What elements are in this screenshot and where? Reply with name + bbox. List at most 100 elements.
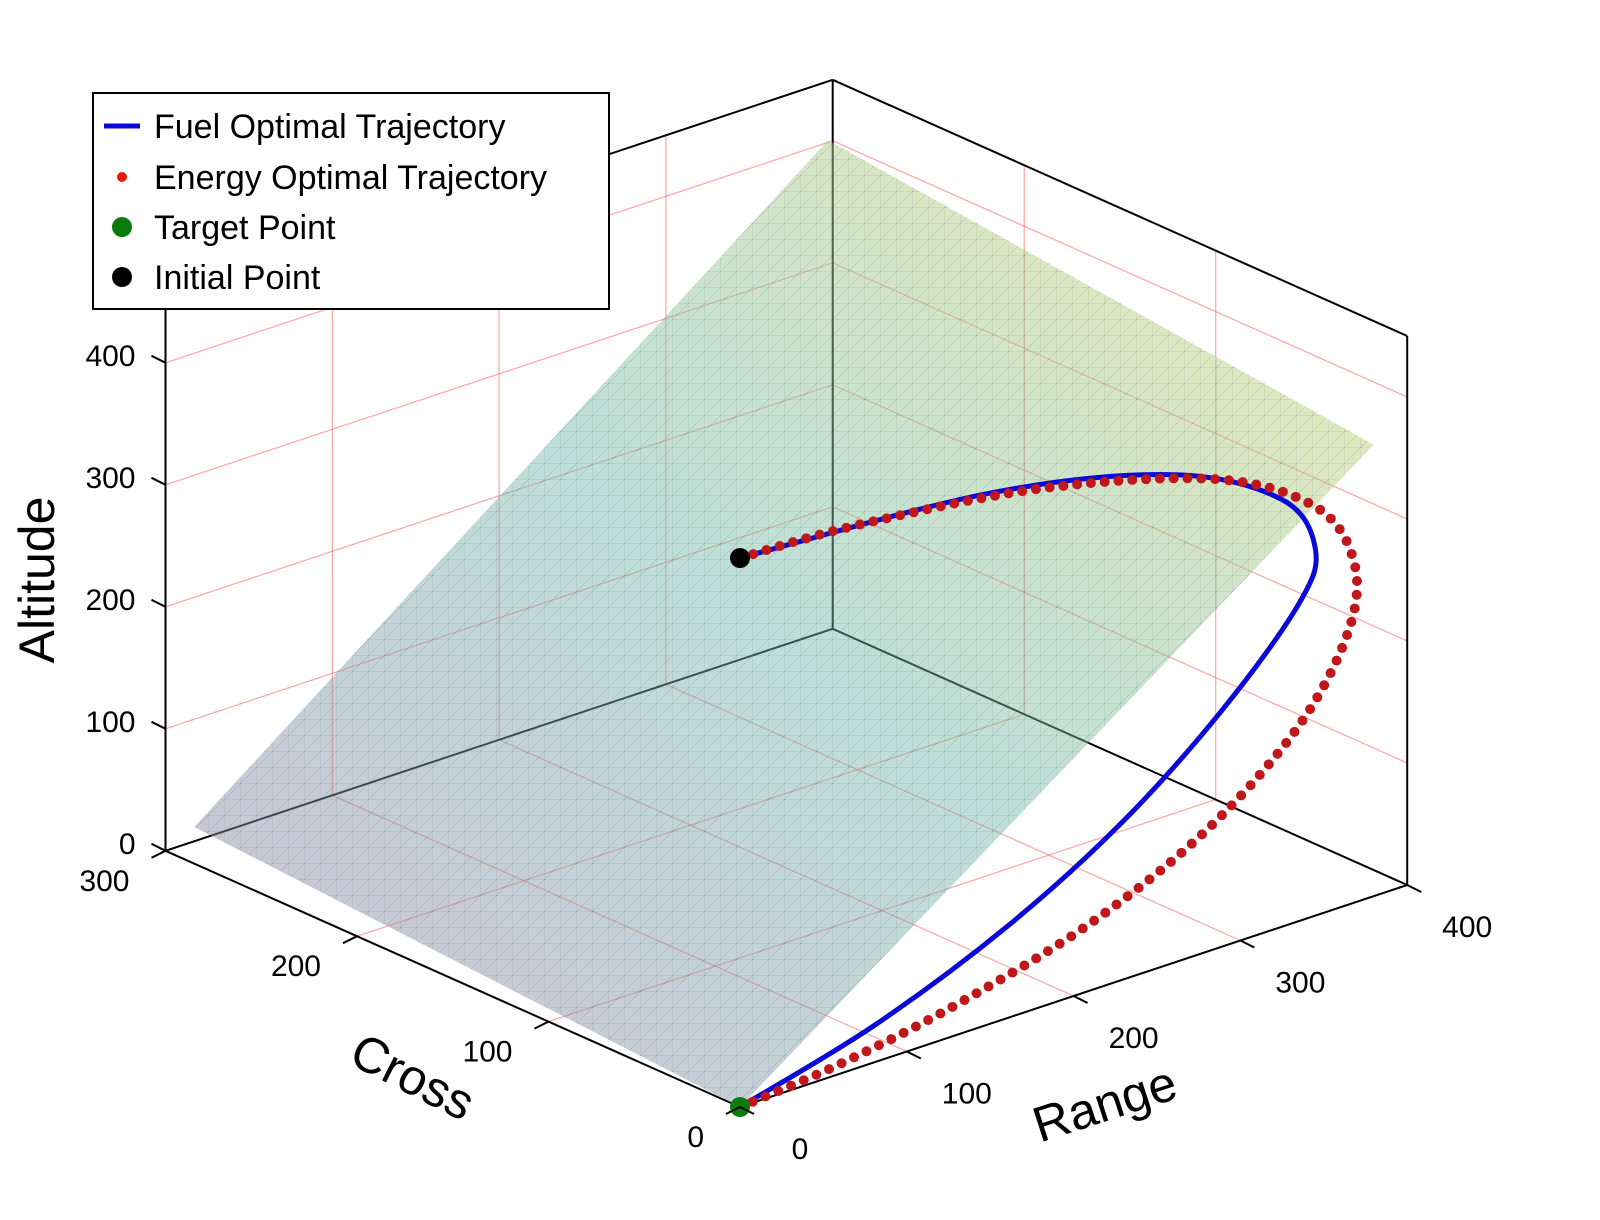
energy-trajectory-point [1289,726,1300,737]
energy-trajectory-point [1351,575,1362,586]
energy-trajectory-point [1226,800,1237,811]
energy-trajectory-point [995,974,1006,985]
y-tick-mark [151,849,166,859]
legend-fuel-label: Fuel Optimal Trajectory [154,108,505,146]
energy-trajectory-point [861,1046,872,1057]
energy-trajectory-point [1111,899,1122,910]
energy-trajectory-point [935,1008,946,1019]
legend-target-swatch [112,217,132,237]
energy-trajectory-point [895,510,906,521]
energy-trajectory-point [1272,748,1283,759]
energy-trajectory-point [1030,484,1041,495]
energy-trajectory-point [935,501,946,512]
energy-trajectory-point [1325,668,1336,679]
energy-trajectory-point [910,1021,921,1032]
energy-trajectory-point [798,1075,809,1086]
y-tick-mark [725,1106,741,1115]
energy-trajectory-point [827,526,838,537]
energy-trajectory-point [854,519,865,530]
energy-trajectory-point [836,1058,847,1069]
energy-trajectory-point [1019,960,1030,971]
energy-trajectory-point [761,545,772,556]
x-tick-label: 100 [942,1078,992,1111]
energy-trajectory-point [1281,737,1292,748]
energy-trajectory-point [1342,630,1353,641]
energy-trajectory-point [1196,829,1207,840]
y-tick-mark [534,1020,549,1030]
energy-trajectory-point [814,529,825,540]
energy-trajectory-point [1277,486,1288,497]
energy-trajectory-point [1003,488,1014,499]
energy-trajectory-point [1216,810,1227,821]
energy-trajectory-point [1349,603,1360,614]
z-tick-mark [151,476,166,486]
legend: Fuel Optimal Trajectory Energy Optimal T… [92,92,610,310]
z-tick-mark [151,842,166,852]
energy-trajectory-point [747,1096,758,1107]
x-tick-mark [1239,939,1255,949]
energy-trajectory-point [1089,915,1100,926]
energy-trajectory-point [971,988,982,999]
energy-trajectory-point [1341,536,1352,547]
energy-trajectory-point [811,1069,822,1080]
energy-trajectory-point [1350,562,1361,573]
y-tick-label: 300 [79,865,129,898]
energy-trajectory-point [1042,946,1053,957]
energy-trajectory-point [1155,865,1166,876]
energy-trajectory-point [787,537,798,548]
axis-line-top-side [832,78,1408,337]
z-tick-label: 400 [85,340,135,373]
x-tick-mark [1073,995,1089,1004]
energy-trajectory-point [1237,477,1248,488]
surface-mesh [194,140,1374,1107]
legend-initial-label: Initial Point [154,259,321,297]
energy-trajectory-point [774,541,785,552]
energy-trajectory-point [1054,938,1065,949]
z-tick-label: 0 [119,828,136,861]
x-tick-label: 200 [1109,1022,1159,1055]
energy-trajectory-point [1058,480,1069,491]
z-tick-mark [151,720,166,730]
energy-trajectory-point [868,516,879,527]
energy-trajectory-point [1141,474,1152,485]
energy-trajectory-point [1182,473,1193,484]
x-tick-label: 0 [792,1133,809,1166]
legend-target-label: Target Point [154,209,336,247]
y-tick-label: 200 [271,950,321,983]
initial-point-marker [730,548,750,568]
energy-trajectory-point [923,1015,934,1026]
energy-trajectory-point [1099,476,1110,487]
energy-trajectory-point [886,1034,897,1045]
energy-trajectory-point [1315,504,1326,515]
energy-trajectory-point [922,504,933,515]
surface-plane [194,140,1374,1107]
energy-trajectory-point [1264,482,1275,493]
z-tick-mark [151,598,166,608]
energy-trajectory-point [1351,589,1362,600]
energy-trajectory-point [1165,856,1176,867]
energy-trajectory-point [989,490,1000,501]
energy-trajectory-point [1133,882,1144,893]
energy-trajectory-point [1186,838,1197,849]
energy-trajectory-point [1245,780,1256,791]
energy-trajectory-point [786,1080,797,1091]
sidewall-gridline-alt [832,140,1408,398]
x-tick-mark [1406,884,1422,893]
energy-trajectory-point [1331,655,1342,666]
energy-trajectory-point [1206,819,1217,830]
energy-trajectory-point [1127,474,1138,485]
energy-trajectory-point [959,995,970,1006]
x-tick-mark [739,1106,755,1115]
energy-trajectory-point [898,1027,909,1038]
z-tick-label: 300 [85,462,135,495]
energy-trajectory-point [1346,548,1357,559]
energy-trajectory-point [949,498,960,509]
energy-trajectory-point [1319,680,1330,691]
legend-energy-swatch [117,172,127,182]
energy-trajectory-point [1210,474,1221,485]
tick-labels: 0 100 200 300 400 0 100 200 300 0 100 200 300 400 [79,340,1492,1166]
energy-trajectory-point [1168,473,1179,484]
legend-initial-swatch [112,267,132,287]
energy-trajectory-point [1346,616,1357,627]
energy-trajectory-point [1325,513,1336,524]
